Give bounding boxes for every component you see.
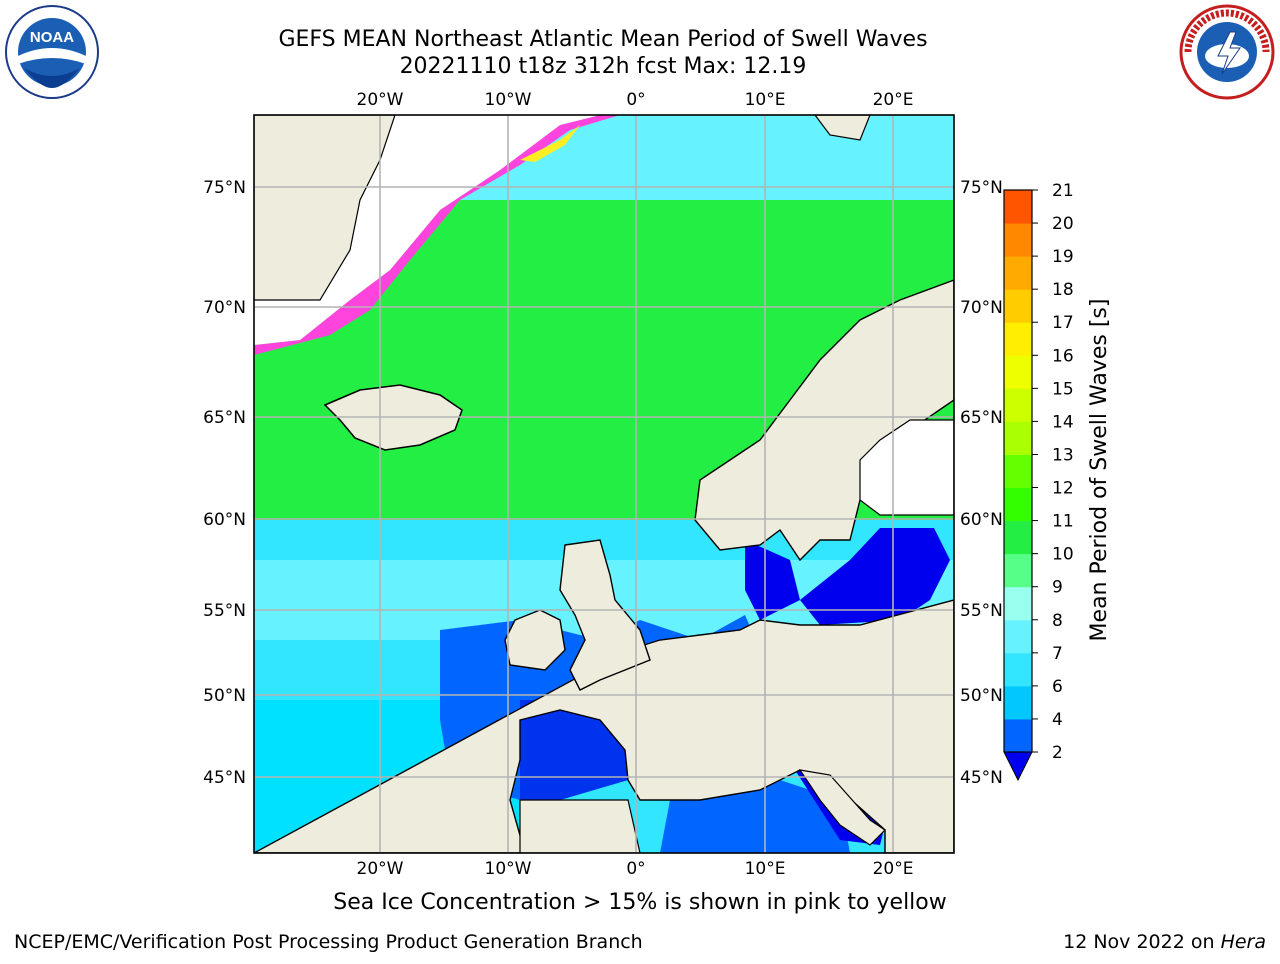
colorbar-segment — [1004, 289, 1032, 323]
chart-subtitle: 20221110 t18z 312h fcst Max: 12.19 — [399, 54, 807, 79]
colorbar-tick-label: 18 — [1052, 280, 1074, 300]
colorbar-segment — [1004, 718, 1032, 753]
lat-label-left-75n: 75°N — [203, 178, 246, 198]
colorbar-tick-label: 2 — [1052, 743, 1063, 763]
colorbar-tick-label: 19 — [1052, 247, 1074, 267]
colorbar-frame — [1003, 189, 1033, 753]
colorbar-segment — [1004, 223, 1032, 257]
colorbar-tick-label: 16 — [1052, 346, 1074, 366]
colorbar-label: Mean Period of Swell Waves [s] — [1087, 299, 1112, 642]
colorbar-segment — [1004, 553, 1032, 588]
colorbar-segment — [1004, 355, 1032, 389]
graticule — [254, 115, 954, 853]
lat-label-left-60n: 60°N — [203, 510, 246, 530]
lat-label-left-50n: 50°N — [203, 686, 246, 706]
colorbar-segment — [1004, 487, 1032, 522]
great-britain-land — [559, 539, 651, 691]
colorbar-tick-label: 20 — [1052, 214, 1074, 234]
colorbar-segment — [1004, 190, 1032, 224]
ice-caption: Sea Ice Concentration > 15% is shown in … — [333, 890, 947, 915]
italy-land — [798, 769, 886, 846]
lon-label-top-20e: 20°E — [873, 90, 914, 110]
colorbar-segment — [1004, 421, 1032, 455]
footer-machine: Hera — [1220, 931, 1266, 953]
blue-region-kattegat — [745, 540, 800, 620]
colorbar-tick-label: 13 — [1052, 445, 1074, 465]
lat-label-right-60n: 60°N — [960, 510, 1003, 530]
colorbar-segment — [1004, 586, 1032, 621]
colorbar: 2 4 6 7 8 9 10 11 12 13 14 15 16 17 18 19 20 21 — [1003, 181, 1074, 782]
colorbar-segment — [1004, 454, 1032, 489]
lat-label-right-50n: 50°N — [960, 686, 1003, 706]
svalbard-land — [814, 115, 871, 141]
lon-label-bottom-10w: 10°W — [485, 859, 532, 879]
colorbar-segment — [1004, 322, 1032, 356]
noaa-logo: NOAA — [5, 5, 99, 99]
colorbar-tick-label: 9 — [1052, 578, 1063, 598]
iberia-land — [519, 799, 641, 853]
colorbar-segment — [1004, 685, 1032, 720]
colorbar-segment — [1004, 256, 1032, 290]
footer-date: 12 Nov 2022 on Hera — [1063, 931, 1266, 953]
colorbar-tick-label: 6 — [1052, 677, 1063, 697]
colorbar-tick-label: 10 — [1052, 545, 1074, 565]
blue-region-baltic — [800, 528, 950, 625]
colorbar-segment — [1004, 652, 1032, 687]
lon-label-bottom-10e: 10°E — [745, 859, 786, 879]
sea-ice-yellow — [520, 125, 580, 162]
lat-label-left-45n: 45°N — [203, 768, 246, 788]
colorbar-segment — [1004, 388, 1032, 422]
colorbar-tick-label: 8 — [1052, 611, 1063, 631]
lon-label-bottom-20w: 20°W — [357, 859, 404, 879]
gulf-of-bothnia-ice — [859, 419, 954, 516]
lon-label-top-10w: 10°W — [485, 90, 532, 110]
colorbar-segment — [1004, 520, 1032, 555]
lat-label-right-65n: 65°N — [960, 408, 1003, 428]
lat-label-left-65n: 65°N — [203, 408, 246, 428]
lat-label-left-55n: 55°N — [203, 601, 246, 621]
lon-label-top-10e: 10°E — [745, 90, 786, 110]
chart-title: GEFS MEAN Northeast Atlantic Mean Period… — [278, 27, 928, 52]
lat-label-right-45n: 45°N — [960, 768, 1003, 788]
lon-label-bottom-0: 0° — [626, 859, 645, 879]
footer-date-text: 12 Nov 2022 on — [1063, 931, 1221, 953]
greenland-land — [254, 115, 396, 301]
bay-of-biscay-dark — [520, 700, 628, 800]
lat-label-right-70n: 70°N — [960, 298, 1003, 318]
ireland-land — [504, 609, 566, 671]
colorbar-tick-label: 15 — [1052, 379, 1074, 399]
nws-logo — [1179, 4, 1275, 100]
colorbar-tick-label: 12 — [1052, 479, 1074, 499]
colorbar-tick-label: 4 — [1052, 710, 1063, 730]
lon-label-top-0: 0° — [626, 90, 645, 110]
colorbar-tick-label: 11 — [1052, 512, 1074, 532]
europe-land — [254, 599, 954, 853]
lat-label-right-75n: 75°N — [960, 178, 1003, 198]
map-frame — [253, 114, 955, 854]
footer-credit: NCEP/EMC/Verification Post Processing Pr… — [14, 931, 643, 953]
colorbar-segment — [1004, 619, 1032, 654]
lat-label-right-55n: 55°N — [960, 601, 1003, 621]
svg-text:NOAA: NOAA — [30, 29, 74, 46]
lat-label-left-70n: 70°N — [203, 298, 246, 318]
colorbar-tick-label: 17 — [1052, 313, 1074, 333]
colorbar-extend-arrow — [1003, 751, 1033, 782]
colorbar-tick-label: 21 — [1052, 181, 1074, 201]
lon-label-bottom-20e: 20°E — [873, 859, 914, 879]
colorbar-tick-label: 14 — [1052, 412, 1074, 432]
colorbar-tick-label: 7 — [1052, 644, 1063, 664]
lon-label-top-20w: 20°W — [357, 90, 404, 110]
